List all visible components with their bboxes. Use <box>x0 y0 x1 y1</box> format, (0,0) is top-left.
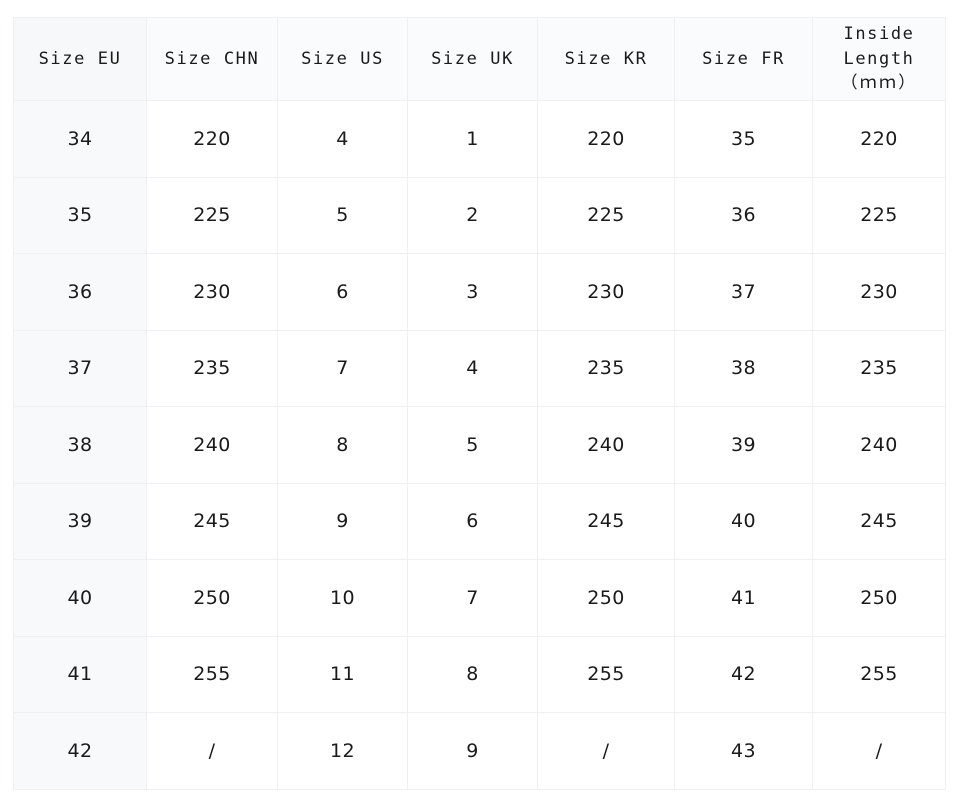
column-header-inside-length-label: Inside Length <box>843 24 915 69</box>
cell-size-uk: 7 <box>407 559 538 637</box>
cell-inside-length: 220 <box>812 100 946 178</box>
table-row: 35 225 5 2 225 36 225 <box>13 176 946 254</box>
cell-size-fr: 36 <box>674 176 813 254</box>
cell-size-chn: 235 <box>146 329 278 407</box>
cell-size-eu: 39 <box>13 482 147 560</box>
cell-size-chn: 245 <box>146 482 278 560</box>
cell-size-uk: 6 <box>407 482 538 560</box>
cell-size-kr: 220 <box>537 100 675 178</box>
column-header-inside-length-unit: （ｍｍ） <box>840 73 918 94</box>
cell-size-chn: 250 <box>146 559 278 637</box>
cell-size-uk: 1 <box>407 100 538 178</box>
cell-size-uk: 2 <box>407 176 538 254</box>
cell-size-fr: 38 <box>674 329 813 407</box>
cell-size-fr: 35 <box>674 100 813 178</box>
cell-size-kr: 230 <box>537 253 675 331</box>
cell-size-chn: 225 <box>146 176 278 254</box>
column-header-size-us-label: Size US <box>301 48 384 69</box>
cell-inside-length: 255 <box>812 635 946 713</box>
size-chart-container: Size EU Size CHN Size US Size UK Size KR… <box>13 17 946 790</box>
cell-size-chn: 220 <box>146 100 278 178</box>
cell-inside-length: 225 <box>812 176 946 254</box>
table-row: 36 230 6 3 230 37 230 <box>13 253 946 331</box>
cell-size-eu: 40 <box>13 559 147 637</box>
cell-size-eu: 41 <box>13 635 147 713</box>
cell-size-kr: 250 <box>537 559 675 637</box>
column-header-size-eu: Size EU <box>13 17 147 101</box>
cell-size-chn: 255 <box>146 635 278 713</box>
cell-inside-length: 240 <box>812 406 946 484</box>
column-header-size-kr-label: Size KR <box>564 48 648 69</box>
cell-size-fr: 42 <box>674 635 813 713</box>
cell-size-us: 7 <box>277 329 408 407</box>
cell-size-kr: / <box>537 712 675 790</box>
cell-size-us: 9 <box>277 482 408 560</box>
cell-size-uk: 3 <box>407 253 538 331</box>
cell-size-uk: 5 <box>407 406 538 484</box>
table-row: 40 250 10 7 250 41 250 <box>13 559 946 637</box>
cell-size-uk: 8 <box>407 635 538 713</box>
column-header-size-chn: Size CHN <box>146 17 278 101</box>
cell-size-fr: 41 <box>674 559 813 637</box>
column-header-size-us: Size US <box>277 17 408 101</box>
cell-size-kr: 225 <box>537 176 675 254</box>
cell-size-fr: 39 <box>674 406 813 484</box>
cell-size-uk: 9 <box>407 712 538 790</box>
column-header-size-chn-label: Size CHN <box>164 48 260 69</box>
cell-size-eu: 42 <box>13 712 147 790</box>
cell-size-us: 6 <box>277 253 408 331</box>
cell-size-kr: 245 <box>537 482 675 560</box>
column-header-size-fr-label: Size FR <box>702 48 785 69</box>
table-row: 39 245 9 6 245 40 245 <box>13 482 946 560</box>
cell-size-us: 12 <box>277 712 408 790</box>
cell-size-eu: 34 <box>13 100 147 178</box>
cell-size-us: 11 <box>277 635 408 713</box>
column-header-size-uk-label: Size UK <box>431 48 514 69</box>
size-conversion-table: Size EU Size CHN Size US Size UK Size KR… <box>13 17 946 790</box>
cell-inside-length: 235 <box>812 329 946 407</box>
cell-size-eu: 35 <box>13 176 147 254</box>
cell-size-kr: 255 <box>537 635 675 713</box>
cell-size-chn: 240 <box>146 406 278 484</box>
column-header-size-uk: Size UK <box>407 17 538 101</box>
cell-inside-length: 250 <box>812 559 946 637</box>
cell-size-fr: 40 <box>674 482 813 560</box>
cell-inside-length: / <box>812 712 946 790</box>
cell-size-us: 8 <box>277 406 408 484</box>
cell-size-chn: / <box>146 712 278 790</box>
cell-size-uk: 4 <box>407 329 538 407</box>
table-header: Size EU Size CHN Size US Size UK Size KR… <box>13 17 946 101</box>
cell-size-us: 5 <box>277 176 408 254</box>
cell-size-us: 10 <box>277 559 408 637</box>
table-row: 34 220 4 1 220 35 220 <box>13 100 946 178</box>
table-row: 41 255 11 8 255 42 255 <box>13 635 946 713</box>
cell-size-eu: 37 <box>13 329 147 407</box>
column-header-size-fr: Size FR <box>674 17 813 101</box>
cell-size-fr: 43 <box>674 712 813 790</box>
cell-size-us: 4 <box>277 100 408 178</box>
cell-size-kr: 240 <box>537 406 675 484</box>
cell-size-eu: 38 <box>13 406 147 484</box>
cell-size-chn: 230 <box>146 253 278 331</box>
column-header-size-eu-label: Size EU <box>38 48 122 69</box>
table-row: 37 235 7 4 235 38 235 <box>13 329 946 407</box>
table-row: 42/12 9/43/ <box>13 712 946 790</box>
column-header-inside-length: Inside Length （ｍｍ） <box>812 17 946 101</box>
header-row: Size EU Size CHN Size US Size UK Size KR… <box>13 17 946 101</box>
cell-size-fr: 37 <box>674 253 813 331</box>
column-header-size-kr: Size KR <box>537 17 675 101</box>
table-row: 38 240 8 5 240 39 240 <box>13 406 946 484</box>
cell-inside-length: 230 <box>812 253 946 331</box>
cell-inside-length: 245 <box>812 482 946 560</box>
cell-size-eu: 36 <box>13 253 147 331</box>
cell-size-kr: 235 <box>537 329 675 407</box>
table-body: 34 220 4 1 220 35 220 35 225 5 2 225 36 225 36 230 6 3 230… <box>13 100 946 790</box>
